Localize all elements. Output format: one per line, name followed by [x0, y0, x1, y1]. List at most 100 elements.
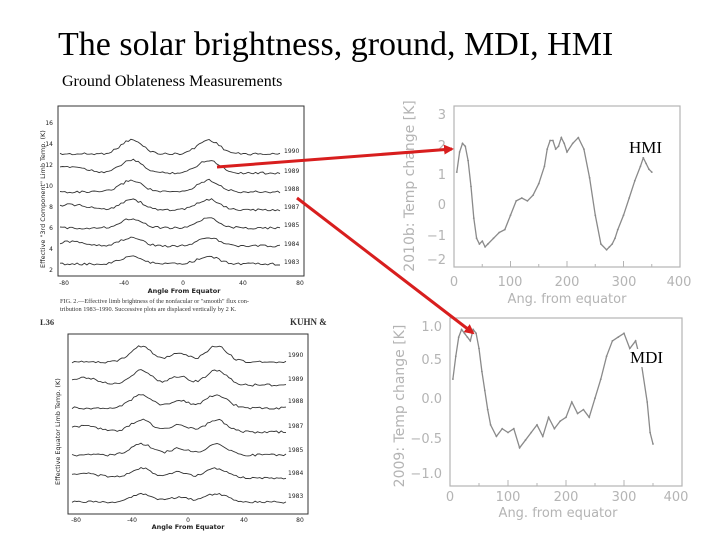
ground-top-year: 1985	[284, 222, 299, 229]
slide-subtitle: Ground Oblateness Measurements	[62, 73, 283, 90]
data-point	[611, 340, 614, 342]
data-point	[566, 151, 568, 153]
data-point	[554, 148, 557, 150]
data-point	[481, 240, 484, 243]
ground-bottom-frame	[67, 333, 309, 515]
mdi-y-tick-labels: 1.0 0.5 0.0 −0.5 −1.0	[410, 320, 442, 482]
data-point	[512, 427, 515, 430]
data-point	[646, 401, 649, 403]
data-point	[614, 237, 616, 240]
mdi-tick-marks	[449, 480, 683, 486]
data-point	[520, 197, 523, 199]
data-point	[478, 347, 480, 350]
data-point	[455, 171, 458, 173]
data-point	[623, 332, 625, 335]
ground-top-xtick: 40	[239, 280, 247, 287]
data-point	[537, 182, 540, 185]
data-point	[472, 217, 475, 219]
data-point	[600, 243, 602, 245]
mdi-ytick: −1.0	[410, 467, 442, 482]
scan-trace	[59, 178, 281, 194]
data-point	[588, 177, 591, 179]
data-point	[475, 332, 477, 335]
hmi-xlabel: Ang. from equator	[508, 292, 628, 307]
ground-top-ytick: 6	[49, 225, 53, 232]
ground-bottom-year: 1983	[288, 493, 303, 500]
hmi-xtick: 100	[498, 275, 523, 290]
data-point	[484, 246, 486, 248]
data-point	[599, 378, 602, 380]
mdi-svg: 1.0 0.5 0.0 −0.5 −1.0 0 100 200 300 400 …	[392, 317, 689, 521]
ground-bottom-figure: Effective Equator Limb Temp. (K) 1990 19…	[50, 330, 318, 531]
data-point	[460, 328, 463, 331]
ground-top-xtick: -80	[59, 280, 69, 287]
data-point	[634, 340, 637, 342]
data-point	[594, 397, 596, 400]
data-point	[547, 416, 550, 419]
data-point	[628, 347, 631, 350]
data-point	[509, 214, 512, 217]
data-point	[492, 237, 495, 240]
scan-trace	[59, 198, 281, 212]
ground-top-frame	[57, 105, 305, 277]
mdi-ylabel: 2009: Temp change [K]	[392, 325, 408, 488]
ground-bottom-svg: Effective Equator Limb Temp. (K) 1990 19…	[54, 333, 309, 531]
hmi-ytick: 1	[438, 168, 446, 183]
data-point	[649, 431, 651, 434]
data-point	[532, 194, 534, 196]
ground-top-year: 1987	[284, 204, 299, 211]
data-point	[472, 328, 475, 331]
hmi-xtick: 0	[450, 275, 458, 290]
ground-bottom-xtick: 40	[240, 517, 248, 524]
mdi-xtick: 0	[446, 490, 454, 505]
data-point	[563, 142, 566, 145]
data-point	[650, 171, 653, 173]
data-point	[652, 443, 654, 445]
ground-top-ytick: 12	[45, 162, 53, 169]
mdi-ytick: 0.5	[421, 353, 442, 368]
data-point	[546, 148, 549, 150]
data-point	[639, 165, 642, 168]
data-point	[622, 214, 625, 217]
data-point	[557, 145, 560, 148]
data-point	[536, 424, 538, 426]
data-point	[483, 389, 486, 392]
ground-bottom-xtick: 0	[186, 517, 190, 524]
hmi-label: HMI	[629, 138, 663, 157]
hmi-ytick: 3	[438, 108, 446, 123]
ground-bottom-y-axis-label: Effective Equator Limb Temp. (K)	[54, 378, 62, 485]
ground-top-caption-line1: FIG. 2.—Effective limb brightness of the…	[60, 298, 249, 305]
data-point	[565, 416, 567, 419]
data-point	[489, 424, 492, 426]
hmi-ytick: 0	[438, 198, 446, 213]
data-point	[648, 168, 650, 171]
data-point	[475, 237, 478, 240]
data-point	[611, 243, 614, 245]
data-point	[524, 439, 527, 442]
hmi-ytick: −1	[427, 229, 446, 244]
mdi-xtick: 100	[496, 490, 521, 505]
hmi-xtick: 300	[612, 275, 637, 290]
data-point	[486, 408, 489, 411]
data-point	[645, 162, 647, 165]
data-point	[503, 228, 506, 231]
ground-bottom-year-labels: 1990 1989 1988 1987 1985 1984 1983	[288, 352, 303, 500]
ground-top-xtick: -40	[119, 280, 129, 287]
ground-bottom-x-ticks: -80 -40 0 40 80	[71, 517, 304, 524]
data-point	[553, 427, 556, 430]
scan-trace	[71, 394, 287, 410]
data-point	[608, 246, 611, 248]
ground-top-year: 1989	[284, 168, 299, 175]
hmi-xtick: 200	[555, 275, 580, 290]
hmi-ylabel: 2010b: Temp change [K]	[402, 100, 418, 272]
mdi-xtick: 400	[664, 490, 689, 505]
ground-top-x-ticks: -80 -40 0 40 80	[59, 280, 304, 287]
data-point	[617, 336, 620, 338]
data-point	[560, 136, 563, 139]
scan-trace	[71, 492, 287, 504]
data-point	[501, 427, 504, 430]
mdi-plot: 1.0 0.5 0.0 −0.5 −1.0 0 100 200 300 400 …	[384, 312, 690, 522]
data-point	[559, 420, 562, 422]
scan-trace	[71, 418, 287, 434]
data-point	[549, 139, 551, 142]
